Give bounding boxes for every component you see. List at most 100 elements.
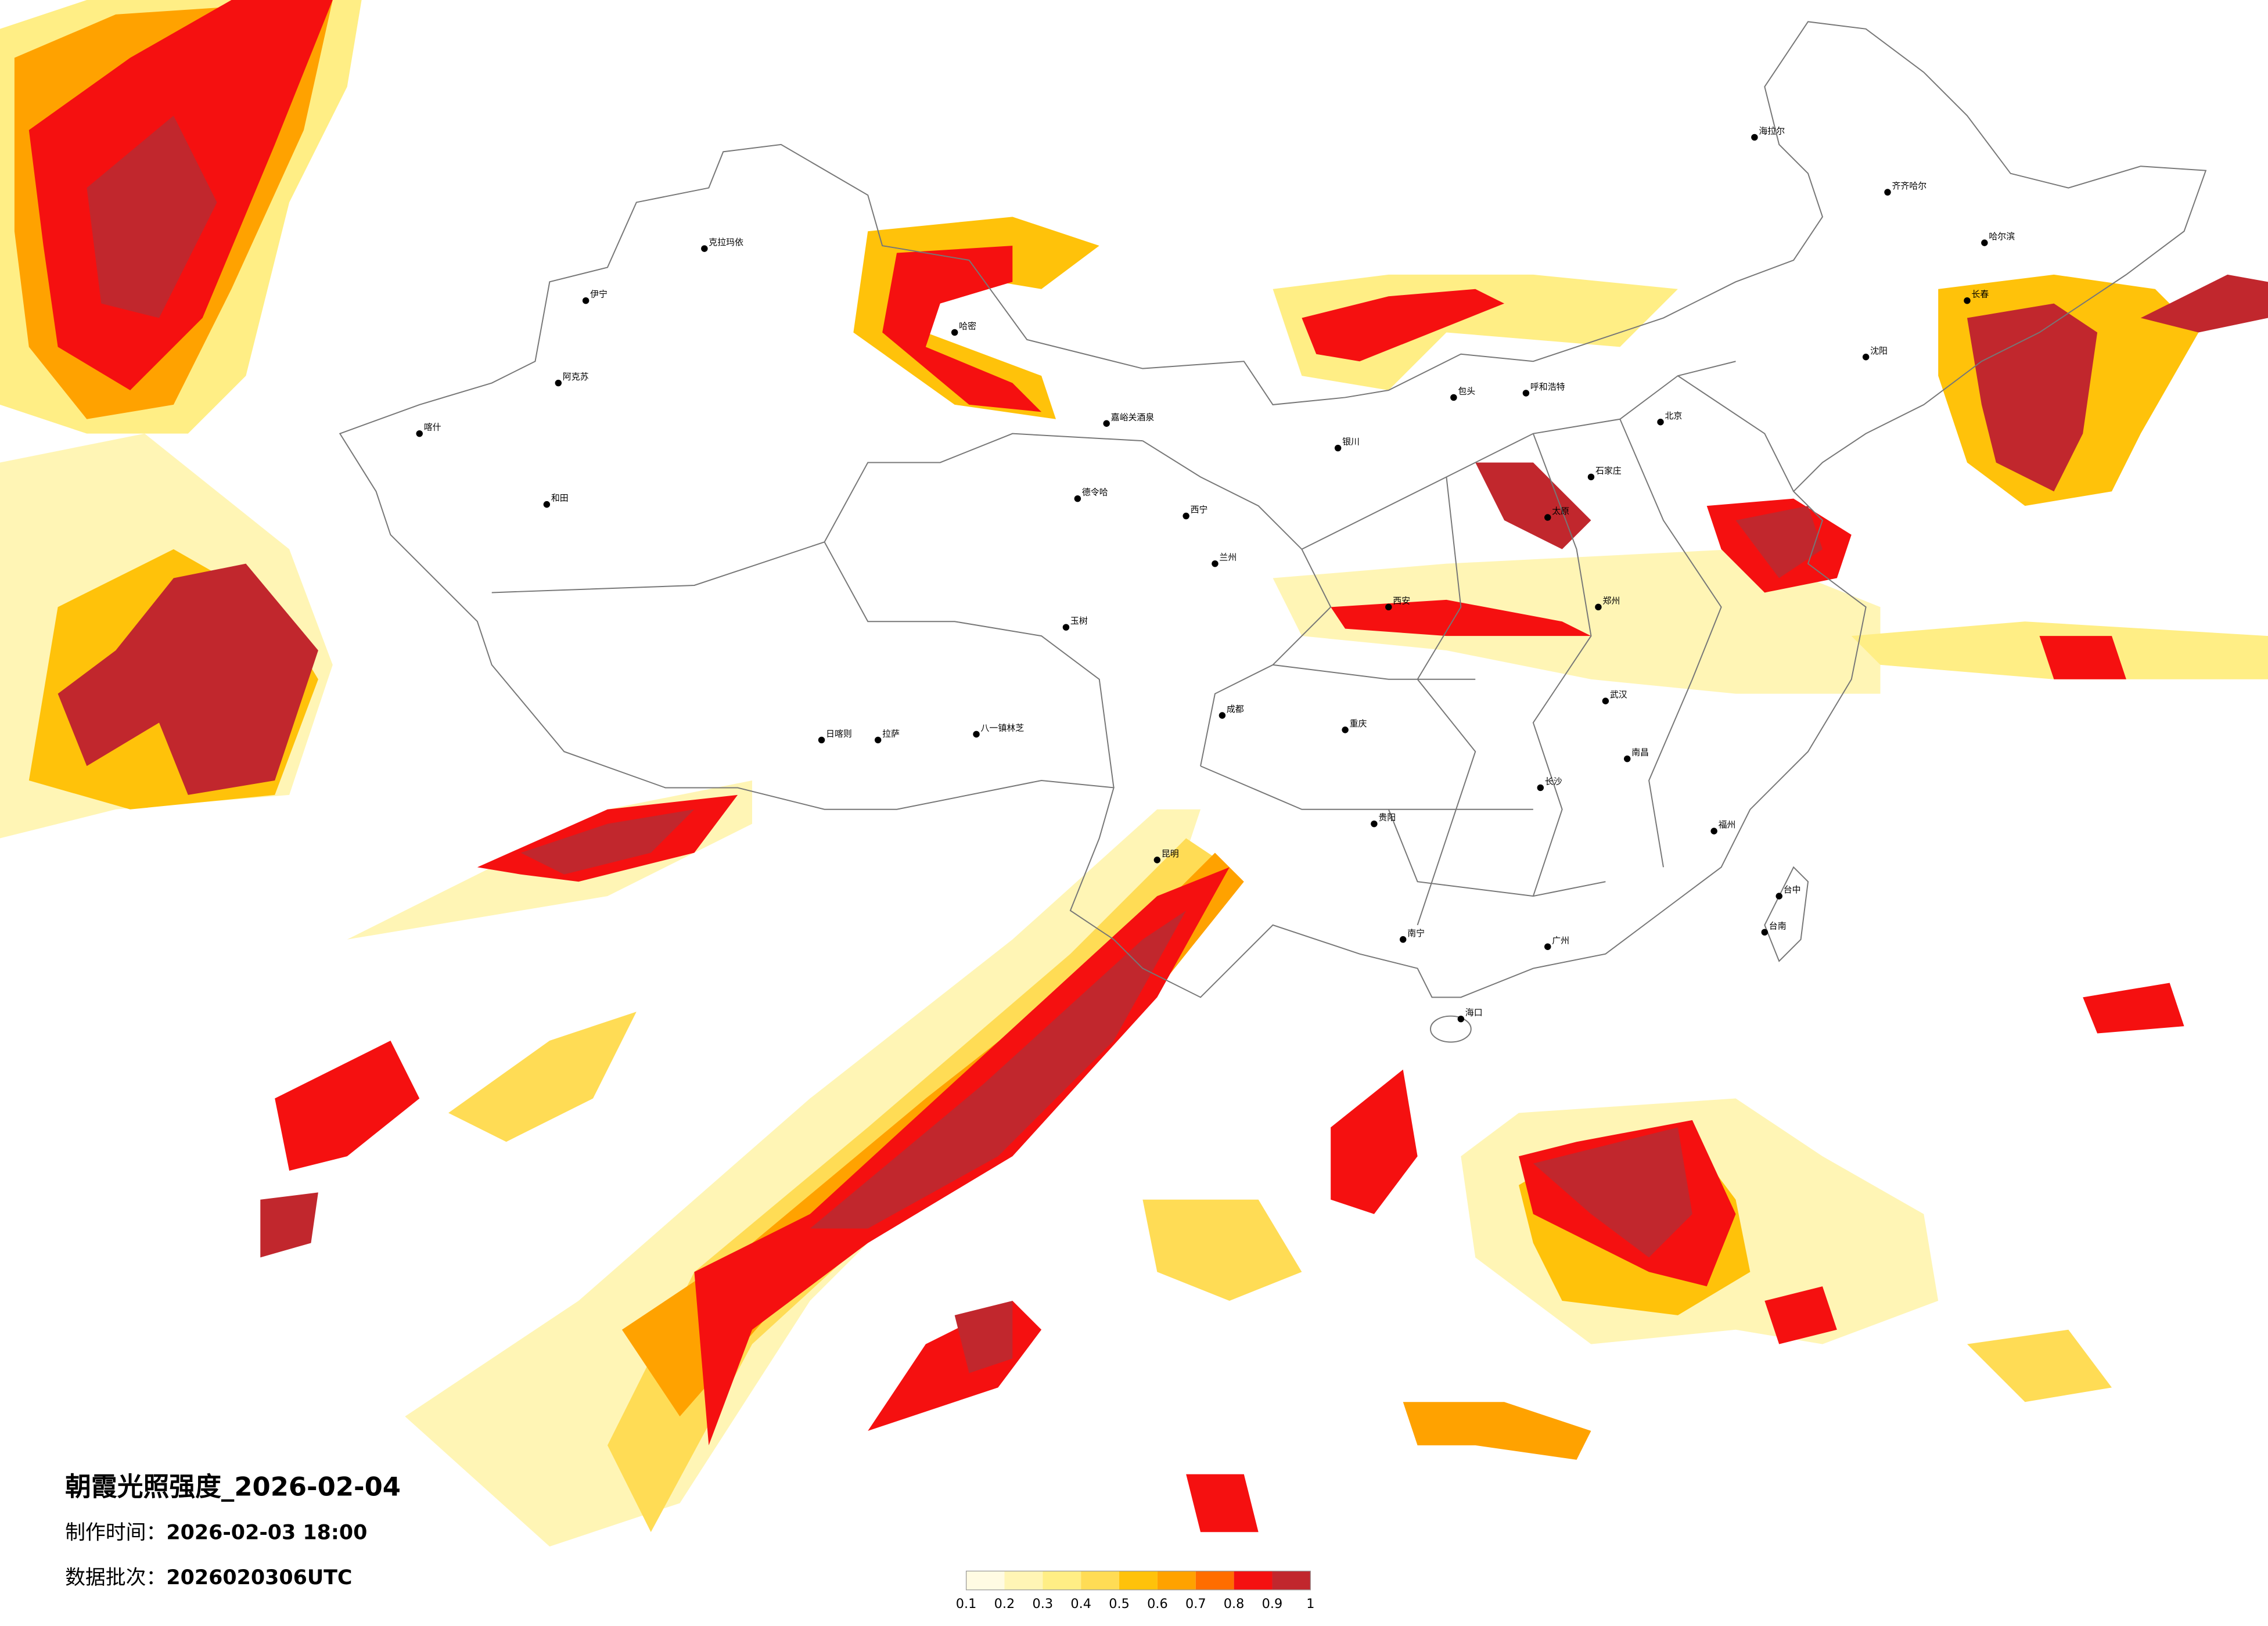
city-dot xyxy=(1334,444,1342,452)
colorbar-swatch xyxy=(1119,1571,1158,1590)
intensity-patch xyxy=(1475,462,1591,549)
city-label: 重庆 xyxy=(1350,718,1367,729)
city-dot xyxy=(1862,354,1870,361)
intensity-patch xyxy=(2140,274,2268,333)
colorbar-swatch xyxy=(1081,1571,1120,1590)
intensity-patch xyxy=(1186,1474,1259,1533)
city-label: 海口 xyxy=(1465,1008,1483,1018)
city-dot xyxy=(1775,893,1782,900)
city-label: 广州 xyxy=(1552,935,1569,945)
city-dot xyxy=(1522,390,1530,397)
country-outline xyxy=(339,21,2207,998)
intensity-patch xyxy=(57,563,318,795)
city-label: 喀什 xyxy=(424,422,441,433)
city-label: 西宁 xyxy=(1191,505,1208,515)
city-label: 西安 xyxy=(1393,595,1410,606)
city-label: 齐齐哈尔 xyxy=(1892,181,1926,191)
city-label: 长春 xyxy=(1971,289,1989,300)
intensity-patch xyxy=(954,1301,1013,1373)
colorbar-tick-label: 0.1 xyxy=(956,1596,977,1611)
intensity-patch xyxy=(1331,1069,1418,1214)
intensity-patch xyxy=(87,116,217,318)
city-label: 哈密 xyxy=(959,321,976,331)
city-label: 包头 xyxy=(1458,386,1475,396)
city-label: 武汉 xyxy=(1610,689,1627,700)
city-label: 南宁 xyxy=(1407,928,1425,938)
city-label: 八一镇林芝 xyxy=(981,722,1025,733)
city-dot xyxy=(1884,189,1891,196)
city-dot xyxy=(1544,514,1551,521)
colorbar-tick-label: 0.5 xyxy=(1109,1596,1130,1611)
colorbar-swatch xyxy=(1043,1571,1081,1590)
intensity-patch xyxy=(1142,1199,1302,1301)
city-label: 玉树 xyxy=(1070,616,1088,626)
intensity-patch xyxy=(810,911,1187,1229)
colorbar-tick-label: 0.8 xyxy=(1224,1596,1245,1611)
city-label: 拉萨 xyxy=(882,728,900,739)
colorbar-tick-label: 0.4 xyxy=(1070,1596,1091,1611)
city-label: 银川 xyxy=(1342,437,1360,447)
intensity-patch xyxy=(1967,303,2098,492)
intensity-patch xyxy=(275,1041,420,1171)
map-title: 朝霞光照强度_2026-02-04 xyxy=(65,1472,401,1502)
intensity-patch xyxy=(405,809,1201,1547)
city-dot xyxy=(1587,473,1595,481)
city-dot xyxy=(1964,297,1971,304)
make-time-value: 2026-02-03 18:00 xyxy=(166,1521,367,1545)
city-dot xyxy=(1457,1015,1465,1023)
city-label: 海拉尔 xyxy=(1759,125,1785,136)
city-dot xyxy=(1153,857,1161,864)
city-dot xyxy=(1710,828,1717,834)
colorbar-tick-label: 0.9 xyxy=(1262,1596,1283,1611)
intensity-patch xyxy=(2083,983,2184,1034)
city-label: 日喀则 xyxy=(826,728,852,739)
city-dot xyxy=(1385,603,1392,611)
batch-value: 2026020306UTC xyxy=(166,1566,352,1589)
province-lines xyxy=(491,361,1795,926)
city-label: 北京 xyxy=(1665,411,1682,421)
intensity-patch xyxy=(1735,506,1823,578)
city-label: 德令哈 xyxy=(1082,487,1108,498)
city-dot xyxy=(555,379,562,387)
intensity-patch xyxy=(520,809,695,875)
city-label: 成都 xyxy=(1227,704,1244,714)
colorbar-tick-label: 0.2 xyxy=(994,1596,1015,1611)
city-dot xyxy=(582,297,590,304)
city-dot xyxy=(1751,134,1758,141)
city-label: 克拉玛依 xyxy=(709,237,743,247)
city-dot xyxy=(1544,943,1551,950)
city-dot xyxy=(701,245,708,252)
colorbar-swatch xyxy=(1004,1571,1043,1590)
city-dot xyxy=(1062,624,1070,631)
colorbar-swatch xyxy=(1234,1571,1273,1590)
intensity-patch xyxy=(1764,1286,1837,1344)
colorbar-swatch xyxy=(1195,1571,1234,1590)
city-dot xyxy=(1595,603,1602,611)
city-label: 郑州 xyxy=(1602,595,1620,606)
intensity-patch xyxy=(1273,549,1881,694)
intensity-patch xyxy=(1403,1402,1591,1460)
intensity-patch xyxy=(448,1012,637,1142)
city-dot xyxy=(1219,712,1226,719)
city-dot xyxy=(874,736,882,744)
city-dot xyxy=(1074,495,1081,502)
city-label: 阿克苏 xyxy=(563,372,589,382)
colorbar-frame xyxy=(965,1570,1311,1591)
intensity-patch xyxy=(1331,599,1591,636)
city-dot xyxy=(1371,820,1378,828)
city-dot xyxy=(1212,560,1219,567)
colorbar-swatch xyxy=(1157,1571,1196,1590)
borders xyxy=(339,21,2207,1043)
hainan xyxy=(1430,1015,1472,1043)
batch: 数据批次：2026020306UTC xyxy=(65,1566,352,1589)
city-label: 贵阳 xyxy=(1378,812,1396,823)
city-label: 呼和浩特 xyxy=(1530,382,1565,392)
city-dot xyxy=(416,430,423,437)
city-label: 昆明 xyxy=(1162,848,1179,859)
taiwan xyxy=(1764,866,1809,962)
city-dot xyxy=(1342,726,1349,733)
city-label: 台中 xyxy=(1784,884,1801,895)
make-time-label: 制作时间： xyxy=(65,1521,166,1545)
